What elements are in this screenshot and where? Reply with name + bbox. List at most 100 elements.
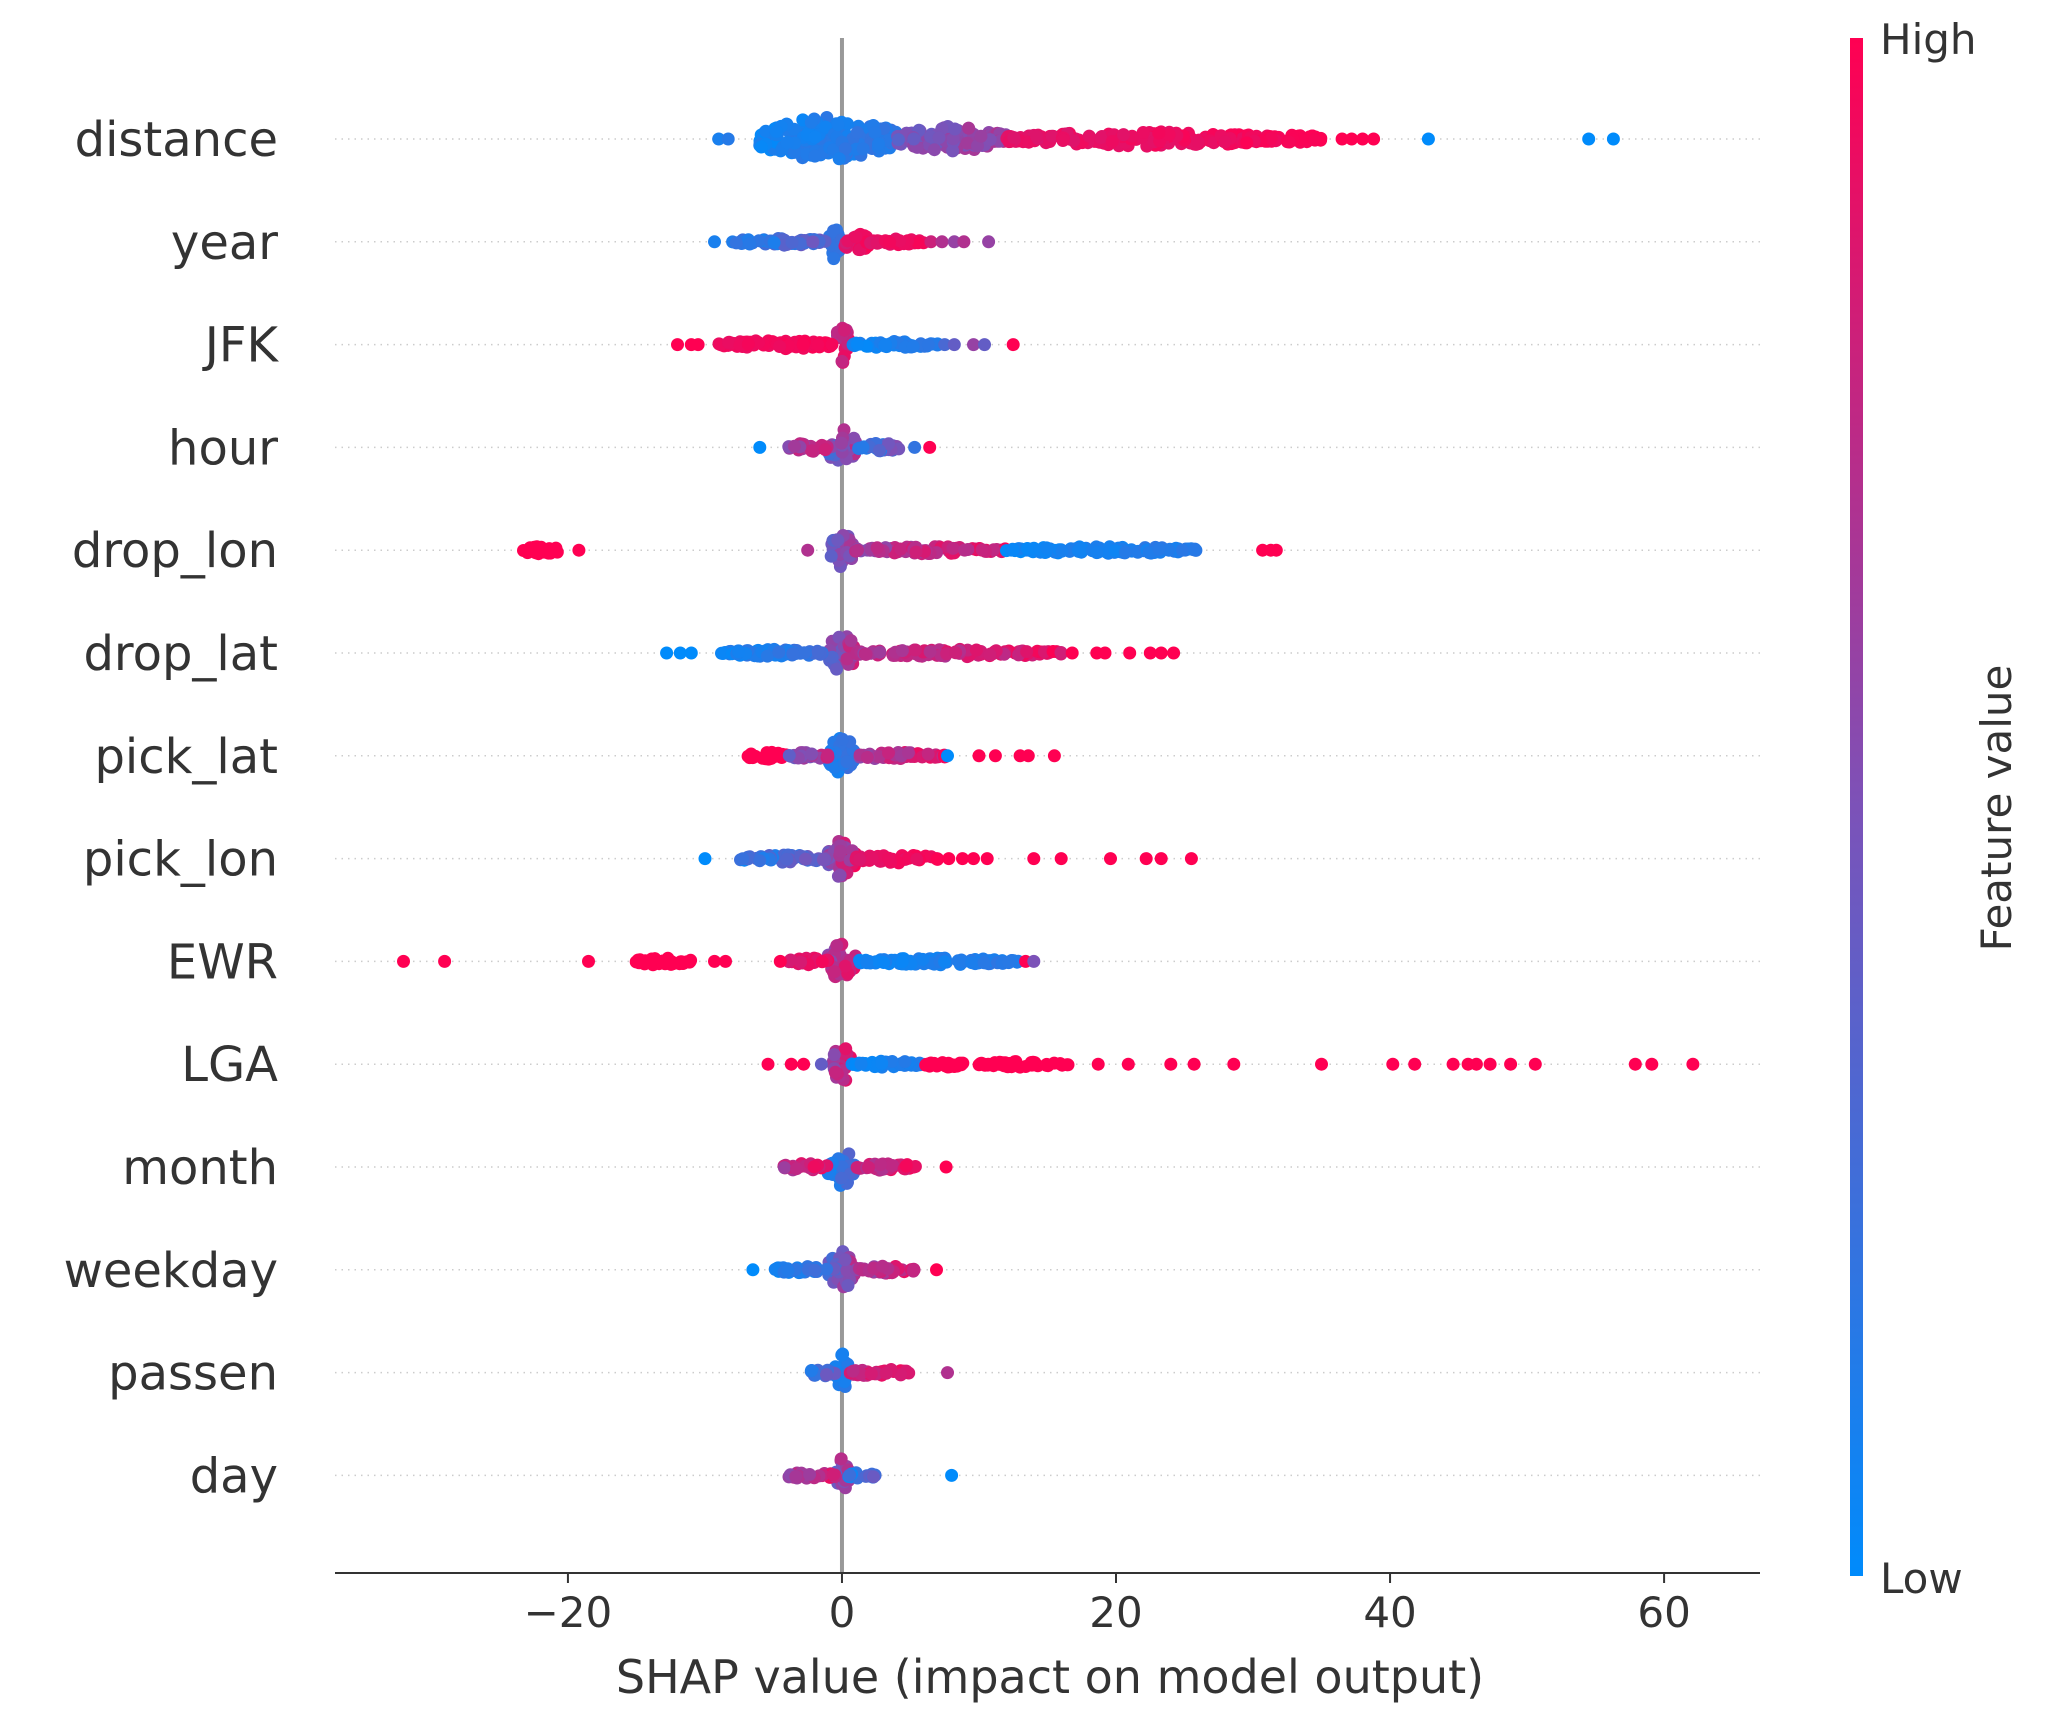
point-JFK [773, 340, 787, 353]
point-drop_lat [873, 645, 887, 659]
colorbar: High Low Feature value [1850, 15, 2021, 1603]
point-drop_lat [969, 643, 983, 657]
point-LGA [828, 1065, 842, 1079]
point-distance [1282, 135, 1296, 149]
point-drop_lon [531, 546, 545, 560]
colorbar-gradient [1850, 38, 1863, 1576]
point-distance [1136, 126, 1150, 139]
point-LGA [974, 1057, 988, 1070]
feature-labels: distance year JFK hour drop_lon drop_lat pick_… [64, 112, 280, 1504]
point-month [807, 1160, 821, 1174]
colorbar-high-label: High [1880, 15, 1977, 64]
point-pick_lat [1021, 749, 1035, 763]
point-drop_lat [673, 646, 687, 660]
point-distance [1162, 128, 1176, 141]
point-pick_lon [816, 853, 830, 867]
point-LGA [1315, 1057, 1328, 1071]
point-distance [754, 140, 768, 154]
point-distance [946, 132, 960, 146]
point-day [789, 1470, 803, 1483]
point-hour [872, 444, 886, 457]
point-distance [1105, 135, 1119, 148]
beeswarm-points [397, 111, 1700, 1495]
point-drop_lon [958, 543, 972, 557]
point-drop_lon [801, 543, 815, 557]
point-day [827, 1468, 840, 1482]
point-drop_lat [1020, 645, 1034, 659]
point-distance [1067, 134, 1081, 148]
x-axis: −20 0 20 40 60 [335, 1572, 1760, 1637]
point-year [883, 235, 897, 249]
point-distance [1264, 132, 1278, 146]
point-drop_lat [895, 644, 909, 658]
point-hour [923, 440, 937, 454]
point-LGA [1408, 1057, 1422, 1071]
point-LGA [1164, 1057, 1178, 1071]
point-distance [1421, 132, 1435, 146]
point-distance [1045, 129, 1059, 143]
point-drop_lon [946, 541, 960, 555]
point-LGA [1628, 1057, 1642, 1071]
point-JFK [835, 354, 849, 368]
point-drop_lat [716, 647, 730, 660]
point-EWR [838, 959, 852, 973]
point-pick_lat [901, 746, 915, 760]
point-drop_lon [1006, 543, 1020, 557]
point-drop_lon [1074, 542, 1088, 556]
point-EWR [1002, 955, 1015, 969]
point-distance [948, 122, 962, 136]
point-weekday [841, 1279, 855, 1292]
point-weekday [930, 1263, 943, 1277]
point-distance [759, 124, 773, 138]
point-drop_lat [760, 649, 774, 663]
feature-label-pick_lat: pick_lat [94, 729, 278, 785]
point-JFK [811, 338, 825, 352]
point-drop_lat [1098, 646, 1112, 660]
point-EWR [438, 954, 452, 968]
point-drop_lon [894, 542, 908, 556]
point-weekday [840, 1264, 854, 1277]
point-year [743, 237, 757, 251]
point-LGA [942, 1056, 955, 1070]
point-year [935, 235, 949, 249]
point-pick_lon [1104, 852, 1117, 866]
point-EWR [773, 954, 787, 968]
point-distance [868, 126, 882, 139]
point-pick_lon [833, 844, 847, 858]
point-LGA [839, 1042, 853, 1056]
feature-label-month: month [122, 1140, 278, 1196]
point-LGA [1528, 1057, 1542, 1071]
point-distance [808, 130, 822, 144]
point-JFK [796, 338, 810, 352]
point-passen [846, 1364, 860, 1378]
point-distance [780, 135, 794, 149]
point-pick_lon [853, 853, 867, 866]
point-hour [805, 444, 819, 458]
x-tick-label: 60 [1637, 1588, 1690, 1637]
point-distance [1606, 132, 1620, 146]
x-tick-label: 20 [1089, 1588, 1142, 1637]
point-weekday [907, 1263, 921, 1277]
point-drop_lat [732, 645, 746, 659]
feature-label-distance: distance [75, 112, 278, 168]
point-pick_lon [736, 852, 750, 866]
point-LGA [1187, 1057, 1201, 1071]
point-LGA [784, 1057, 798, 1071]
point-drop_lat [909, 643, 922, 657]
point-LGA [875, 1056, 889, 1070]
point-LGA [827, 1048, 841, 1062]
point-drop_lat [983, 648, 997, 662]
point-distance [1030, 129, 1043, 143]
point-drop_lon [831, 533, 845, 547]
point-drop_lon [851, 543, 864, 557]
point-year [806, 235, 820, 249]
point-year [957, 235, 971, 249]
point-month [885, 1159, 899, 1173]
point-EWR [815, 955, 829, 969]
point-day [843, 1468, 857, 1482]
point-distance [832, 152, 846, 166]
feature-label-drop_lat: drop_lat [83, 626, 278, 682]
point-hour [835, 436, 848, 450]
point-drop_lat [825, 650, 839, 664]
